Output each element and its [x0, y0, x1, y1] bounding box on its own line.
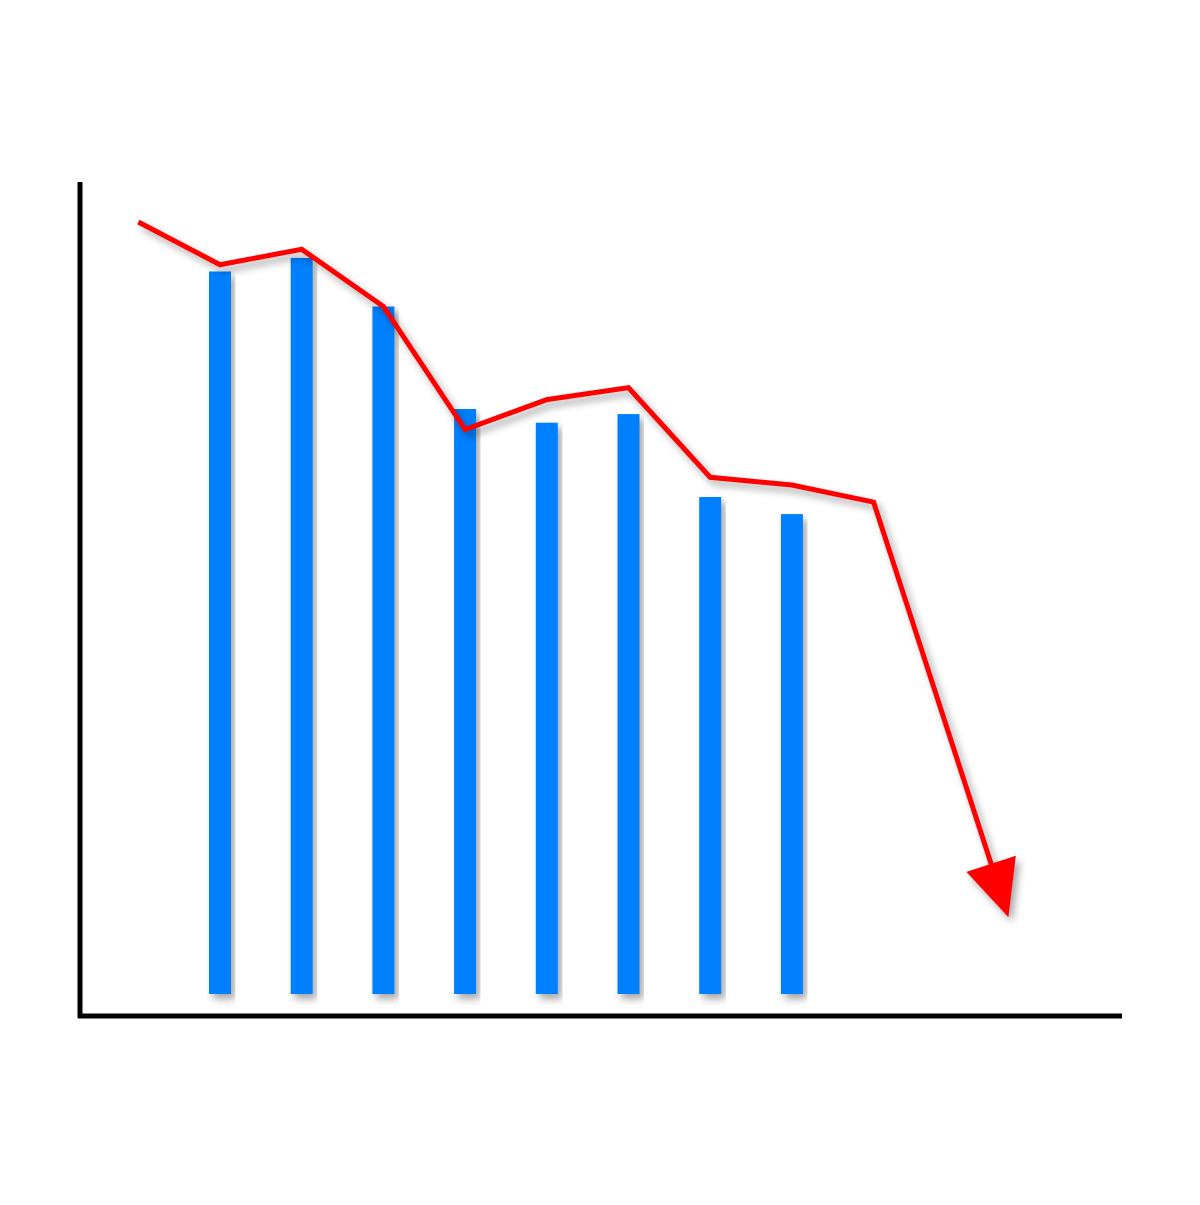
bar-1 — [209, 271, 231, 994]
bar-8 — [780, 514, 803, 994]
bars-layer — [209, 257, 803, 995]
bar-4 — [454, 409, 477, 994]
bar-3 — [372, 306, 395, 994]
trend-arrowhead-icon — [966, 855, 1016, 918]
bar-6 — [617, 414, 640, 995]
bar-2 — [290, 257, 313, 994]
bar-7 — [699, 497, 722, 994]
trend-line — [137, 219, 996, 871]
bar-5 — [535, 422, 558, 994]
trend-layer — [137, 219, 1016, 918]
